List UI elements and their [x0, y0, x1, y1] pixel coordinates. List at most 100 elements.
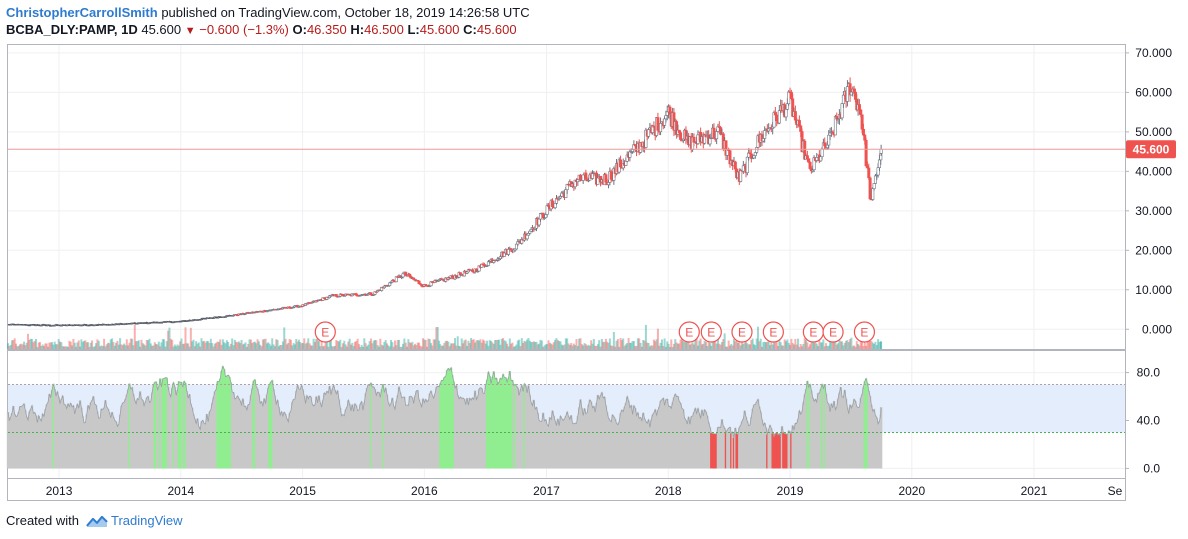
rsi-bar	[535, 407, 538, 469]
rsi-bar	[666, 399, 669, 469]
rsi-bar	[719, 427, 722, 469]
rsi-bar	[28, 411, 31, 469]
volume-bar	[281, 341, 284, 349]
rsi-bar	[214, 389, 218, 469]
volume-bar	[670, 339, 673, 349]
rsi-bar	[879, 407, 883, 469]
x-tick-label: 2014	[167, 484, 194, 498]
volume-bar	[49, 342, 52, 349]
low-value: 45.600	[419, 22, 460, 37]
y-tick-label: 0.000	[1142, 322, 1172, 336]
volume-bar	[584, 344, 587, 349]
rsi-bar	[529, 402, 533, 469]
y-tick-label: 10.000	[1135, 283, 1172, 297]
rsi-bar	[443, 377, 446, 469]
volume-bar	[869, 341, 872, 349]
rsi-bar	[816, 393, 820, 469]
rsi-bar	[467, 405, 470, 469]
rsi-bar	[50, 389, 54, 469]
volume-bar	[849, 339, 852, 349]
volume-bar	[340, 346, 343, 349]
rsi-bar	[807, 387, 810, 469]
rsi-bar	[360, 401, 363, 469]
volume-bar	[490, 340, 493, 349]
rsi-bar	[648, 427, 652, 469]
rsi-bar	[372, 386, 375, 469]
rsi-bar	[593, 412, 597, 469]
volume-bar	[351, 342, 354, 349]
volume-bar	[208, 343, 211, 349]
rsi-bar	[423, 402, 426, 469]
volume-bar	[789, 344, 792, 349]
volume-bar	[447, 341, 450, 349]
volume-bar	[591, 343, 594, 349]
volume-bar	[821, 342, 824, 349]
rsi-bar	[523, 383, 526, 469]
volume-bar	[264, 338, 267, 349]
rsi-bar	[778, 433, 781, 469]
volume-bar	[119, 338, 122, 349]
rsi-bar	[197, 426, 201, 469]
volume-bar	[819, 342, 822, 349]
volume-bar	[321, 346, 324, 349]
author-link[interactable]: ChristopherCarrollSmith	[6, 5, 158, 20]
volume-bar	[515, 344, 518, 349]
volume-bar	[516, 340, 519, 349]
volume-bar	[414, 343, 417, 349]
rsi-bar	[492, 371, 495, 469]
volume-bar	[48, 342, 51, 349]
close-value: 45.600	[476, 22, 517, 37]
volume-bar	[76, 342, 79, 349]
rsi-bar	[866, 383, 869, 469]
volume-bar	[702, 343, 705, 349]
rsi-bar	[287, 421, 290, 469]
volume-bar	[548, 342, 551, 349]
volume-bar	[109, 339, 112, 349]
rsi-bar	[252, 380, 255, 469]
volume-bar	[706, 345, 709, 349]
rsi-bar	[487, 372, 490, 469]
candle-body	[857, 104, 861, 111]
volume-bar	[471, 339, 474, 349]
rsi-bar	[225, 375, 229, 469]
rsi-bar	[743, 410, 746, 469]
rsi-bar	[608, 420, 612, 469]
volume-bar	[375, 340, 378, 349]
volume-bar	[559, 341, 562, 349]
volume-bar	[518, 339, 521, 349]
volume-bar	[488, 340, 491, 349]
rsi-bar	[49, 397, 52, 469]
rsi-bar	[385, 394, 389, 469]
volume-bar	[8, 345, 11, 349]
rsi-bar	[335, 393, 338, 469]
rsi-bar	[524, 385, 527, 469]
tradingview-brand-link[interactable]: TradingView	[111, 513, 183, 528]
rsi-bar	[273, 395, 277, 469]
volume-bar	[289, 339, 292, 349]
rsi-bar	[32, 413, 35, 469]
rsi-bar	[497, 381, 501, 469]
volume-bar	[396, 339, 399, 349]
volume-bar	[594, 345, 597, 349]
publish-header: ChristopherCarrollSmith published on Tra…	[6, 4, 530, 22]
rsi-bar	[528, 394, 532, 469]
volume-bar	[379, 338, 382, 349]
volume-bar	[177, 345, 180, 349]
rsi-bar	[686, 424, 689, 469]
volume-bar	[880, 341, 883, 349]
volume-bar	[331, 346, 334, 349]
volume-bar	[631, 341, 634, 349]
volume-bar	[711, 341, 714, 349]
rsi-bar	[388, 405, 391, 469]
rsi-bar	[9, 416, 12, 469]
rsi-bar	[364, 393, 367, 469]
earnings-marker-circle	[853, 321, 876, 343]
rsi-bar	[158, 378, 162, 469]
x-tick-label: 2013	[46, 484, 73, 498]
volume-bar	[227, 342, 230, 349]
rsi-bar	[874, 415, 877, 469]
rsi-bar	[417, 399, 421, 469]
rsi-bar	[30, 405, 34, 469]
volume-bar	[380, 344, 383, 349]
